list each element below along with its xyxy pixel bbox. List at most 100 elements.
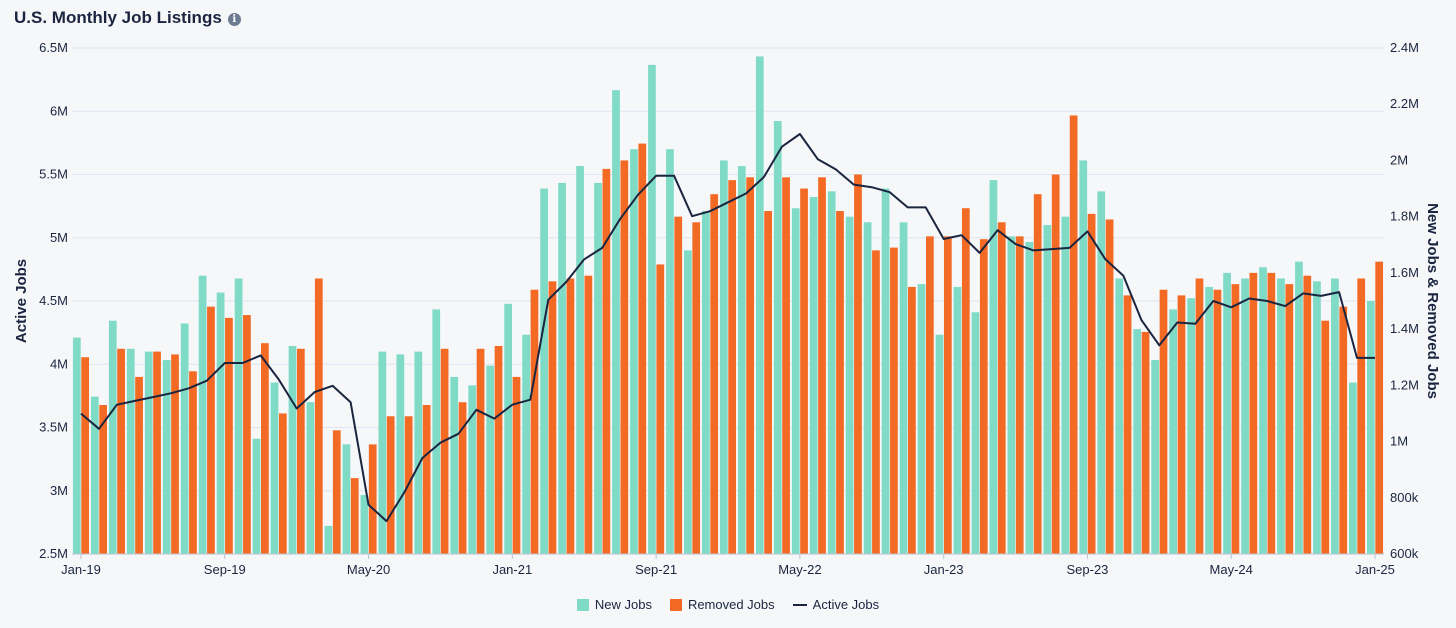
bar-new-jobs (576, 166, 584, 555)
bar-removed-jobs (476, 348, 485, 554)
bar-new-jobs (252, 438, 261, 554)
legend-item-removed-jobs[interactable]: Removed Jobs (669, 597, 775, 612)
legend-item-active-jobs[interactable]: Active Jobs (792, 597, 880, 612)
bar-removed-jobs (548, 281, 557, 554)
bar-new-jobs (108, 320, 117, 554)
bar-new-jobs (719, 160, 728, 554)
bar-new-jobs (234, 278, 243, 554)
bar-new-jobs (306, 402, 315, 554)
bar-removed-jobs (997, 222, 1006, 555)
info-icon[interactable]: i (227, 13, 241, 26)
x-tick-label: Jan-23 (924, 562, 964, 577)
left-tick-label: 5.5M (39, 167, 68, 182)
bar-removed-jobs (1339, 306, 1348, 554)
bar-new-jobs (827, 191, 836, 554)
legend-label-removed-jobs: Removed Jobs (687, 597, 775, 612)
bar-removed-jobs (620, 160, 629, 554)
bar-new-jobs (1331, 278, 1339, 554)
line-active-jobs (80, 133, 1375, 523)
bar-new-jobs (270, 382, 279, 554)
bar-removed-jobs (440, 348, 449, 554)
y-axis-left-title: Active Jobs (13, 259, 30, 343)
bar-removed-jobs (512, 376, 521, 554)
bar-new-jobs (504, 303, 513, 554)
bar-new-jobs (558, 182, 566, 554)
bar-removed-jobs (692, 222, 701, 555)
bar-removed-jobs (979, 239, 988, 554)
legend-item-new-jobs[interactable]: New Jobs (576, 597, 652, 612)
right-tick-label: 800k (1390, 490, 1419, 505)
right-tick-label: 2.4M (1390, 40, 1419, 55)
left-tick-label: 4M (50, 356, 68, 371)
bar-new-jobs (360, 494, 369, 554)
bar-new-jobs (432, 309, 441, 554)
bar-removed-jobs (1231, 284, 1240, 554)
legend-swatch-removed-jobs (669, 598, 682, 611)
bar-new-jobs (1366, 301, 1375, 554)
bar-new-jobs (1223, 272, 1231, 554)
bar-new-jobs (180, 323, 189, 554)
bar-new-jobs (809, 196, 818, 554)
bar-new-jobs (198, 275, 207, 554)
bar-removed-jobs (422, 405, 431, 554)
bar-new-jobs (755, 56, 764, 554)
right-tick-label: 2.2M (1390, 96, 1419, 111)
chart-title: U.S. Monthly Job Listings (14, 8, 222, 27)
bar-new-jobs (288, 345, 297, 554)
bar-new-jobs (1007, 236, 1016, 554)
legend-swatch-new-jobs (576, 598, 589, 611)
bar-new-jobs (630, 149, 638, 554)
bar-new-jobs (540, 188, 548, 555)
bar-removed-jobs (1015, 236, 1024, 554)
bar-removed-jobs (1321, 320, 1330, 554)
bar-removed-jobs (81, 357, 90, 554)
x-tick-label: May-24 (1210, 562, 1253, 577)
bar-new-jobs (1097, 191, 1106, 554)
bar-new-jobs (1295, 261, 1303, 554)
bar-removed-jobs (584, 275, 593, 554)
bar-removed-jobs (1177, 295, 1186, 554)
bar-new-jobs (1241, 278, 1249, 554)
bar-new-jobs (162, 360, 171, 554)
left-tick-label: 3M (50, 483, 68, 498)
bar-new-jobs (935, 334, 944, 554)
legend-label-active-jobs: Active Jobs (812, 597, 880, 612)
bar-removed-jobs (458, 402, 467, 554)
bar-new-jobs (917, 284, 926, 554)
bar-new-jobs (737, 166, 746, 555)
legend: New Jobs Removed Jobs Active Jobs (0, 597, 1456, 612)
bar-removed-jobs (872, 250, 880, 554)
bar-new-jobs (971, 312, 980, 554)
bar-removed-jobs (764, 211, 772, 555)
bar-removed-jobs (261, 343, 269, 554)
bar-removed-jobs (1087, 213, 1096, 554)
bar-removed-jobs (1033, 194, 1042, 554)
bar-removed-jobs (332, 430, 341, 554)
bar-new-jobs (684, 250, 692, 554)
x-tick-label: Jan-19 (61, 562, 101, 577)
bar-new-jobs (468, 385, 477, 554)
x-tick-label: Sep-19 (204, 562, 246, 577)
right-tick-label: 1.4M (1390, 321, 1419, 336)
bar-new-jobs (378, 351, 387, 554)
bar-new-jobs (773, 121, 782, 554)
bar-new-jobs (989, 180, 998, 554)
bar-removed-jobs (566, 278, 575, 554)
bar-new-jobs (144, 351, 153, 554)
bar-new-jobs (1187, 298, 1195, 554)
bar-new-jobs (1205, 286, 1213, 554)
bar-removed-jobs (1213, 289, 1222, 554)
bar-new-jobs (953, 286, 962, 554)
bar-new-jobs (701, 211, 710, 555)
bar-new-jobs (666, 149, 674, 554)
x-tick-label: Jan-21 (492, 562, 532, 577)
x-tick-label: May-22 (778, 562, 821, 577)
bar-new-jobs (1043, 225, 1052, 554)
right-tick-label: 1.2M (1390, 377, 1419, 392)
right-tick-label: 1M (1390, 434, 1408, 449)
left-tick-label: 6M (50, 103, 68, 118)
left-tick-label: 3.5M (39, 420, 68, 435)
bar-new-jobs (216, 292, 225, 554)
right-tick-label: 1.8M (1390, 209, 1419, 224)
left-tick-label: 6.5M (39, 40, 68, 55)
